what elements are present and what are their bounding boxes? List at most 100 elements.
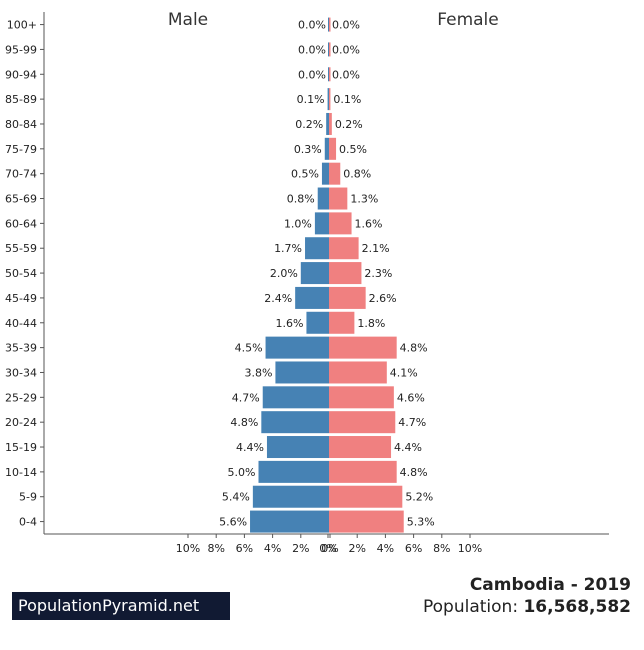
value-label-male: 0.0% xyxy=(298,19,326,32)
brand-logo[interactable]: PopulationPyramid.net xyxy=(12,592,230,620)
value-label-female: 4.4% xyxy=(394,441,422,454)
value-label-male: 0.2% xyxy=(295,118,323,131)
bar-female-25-29 xyxy=(329,386,394,409)
age-group-label: 55-59 xyxy=(5,242,37,255)
value-label-female: 0.8% xyxy=(343,168,371,181)
age-group-label: 60-64 xyxy=(5,217,37,230)
population-value: 16,568,582 xyxy=(523,597,631,617)
series-label-female: Female xyxy=(437,10,498,30)
age-group-label: 25-29 xyxy=(5,391,37,404)
value-label-male: 0.5% xyxy=(291,168,319,181)
age-group-label: 0-4 xyxy=(19,516,37,529)
value-label-male: 0.0% xyxy=(298,43,326,56)
age-group-label: 90-94 xyxy=(5,68,37,81)
bar-male-30-34 xyxy=(275,361,329,384)
bar-male-15-19 xyxy=(266,436,329,459)
bar-male-stub-90-94 xyxy=(328,67,329,82)
value-label-male: 1.7% xyxy=(274,242,302,255)
age-group-label: 70-74 xyxy=(5,168,37,181)
age-group-label: 35-39 xyxy=(5,342,37,355)
x-tick-label: 2% xyxy=(292,542,309,555)
bar-male-45-49 xyxy=(295,286,329,309)
bar-female-75-79 xyxy=(329,137,337,160)
value-label-female: 1.8% xyxy=(357,317,385,330)
bar-male-35-39 xyxy=(265,336,329,359)
population-label: Population: xyxy=(423,597,524,617)
value-label-female: 0.0% xyxy=(332,43,360,56)
bar-female-30-34 xyxy=(329,361,387,384)
bar-male-10-14 xyxy=(258,460,329,483)
bar-male-75-79 xyxy=(324,137,329,160)
value-label-male: 0.1% xyxy=(297,93,325,106)
bar-male-70-74 xyxy=(321,162,329,185)
bar-female-40-44 xyxy=(329,311,355,334)
value-label-female: 0.1% xyxy=(333,93,361,106)
x-tick-label: 0% xyxy=(321,542,338,555)
bar-female-35-39 xyxy=(329,336,397,359)
value-label-male: 0.8% xyxy=(287,193,315,206)
age-group-label: 10-14 xyxy=(5,466,37,479)
bar-male-85-89 xyxy=(327,88,329,111)
bar-female-5-9 xyxy=(329,485,403,508)
value-label-male: 0.3% xyxy=(294,143,322,156)
bar-female-50-54 xyxy=(329,262,362,285)
country-year-title: Cambodia - 2019 xyxy=(469,575,631,595)
age-group-label: 5-9 xyxy=(19,491,37,504)
bar-female-stub-100+ xyxy=(329,17,331,32)
bar-female-10-14 xyxy=(329,460,397,483)
bar-female-stub-90-94 xyxy=(329,67,331,82)
bar-male-50-54 xyxy=(300,262,329,285)
value-label-male: 3.8% xyxy=(244,366,272,379)
x-tick-label: 10% xyxy=(176,542,200,555)
value-label-male: 2.0% xyxy=(270,267,298,280)
value-label-female: 1.6% xyxy=(355,217,383,230)
age-group-label: 20-24 xyxy=(5,416,37,429)
age-group-label: 65-69 xyxy=(5,193,37,206)
bar-male-65-69 xyxy=(317,187,329,210)
bar-female-0-4 xyxy=(329,510,404,533)
bar-male-60-64 xyxy=(314,212,329,235)
x-tick-label: 8% xyxy=(433,542,450,555)
bar-female-60-64 xyxy=(329,212,352,235)
population-summary: Population: 16,568,582 xyxy=(423,597,631,617)
value-label-female: 4.8% xyxy=(400,466,428,479)
value-label-female: 5.2% xyxy=(405,491,433,504)
bar-female-70-74 xyxy=(329,162,341,185)
bar-female-85-89 xyxy=(329,88,331,111)
bar-male-0-4 xyxy=(250,510,329,533)
value-label-female: 1.3% xyxy=(350,193,378,206)
x-tick-label: 6% xyxy=(236,542,253,555)
bar-male-stub-95-99 xyxy=(328,42,329,57)
value-label-male: 1.0% xyxy=(284,217,312,230)
bar-male-20-24 xyxy=(261,411,329,434)
age-group-label: 95-99 xyxy=(5,43,37,56)
value-label-female: 0.0% xyxy=(332,68,360,81)
value-label-male: 5.4% xyxy=(222,491,250,504)
series-label-male: Male xyxy=(168,10,208,30)
value-label-female: 0.5% xyxy=(339,143,367,156)
bar-male-40-44 xyxy=(306,311,329,334)
bar-female-55-59 xyxy=(329,237,359,260)
value-label-male: 4.7% xyxy=(232,391,260,404)
x-tick-label: 6% xyxy=(405,542,422,555)
x-tick-label: 4% xyxy=(264,542,281,555)
bar-female-80-84 xyxy=(329,112,332,135)
value-label-male: 0.0% xyxy=(298,68,326,81)
value-label-male: 4.8% xyxy=(230,416,258,429)
value-label-male: 5.6% xyxy=(219,516,247,529)
bar-male-stub-100+ xyxy=(328,17,329,32)
bar-female-65-69 xyxy=(329,187,348,210)
value-label-female: 2.1% xyxy=(362,242,390,255)
x-tick-label: 2% xyxy=(348,542,365,555)
x-tick-label: 4% xyxy=(377,542,394,555)
value-label-male: 4.5% xyxy=(235,342,263,355)
value-label-female: 0.2% xyxy=(335,118,363,131)
age-group-label: 30-34 xyxy=(5,366,37,379)
value-label-male: 2.4% xyxy=(264,292,292,305)
bar-male-55-59 xyxy=(305,237,329,260)
age-group-label: 80-84 xyxy=(5,118,37,131)
bar-male-25-29 xyxy=(262,386,329,409)
bar-female-20-24 xyxy=(329,411,396,434)
value-label-female: 4.7% xyxy=(398,416,426,429)
x-tick-label: 10% xyxy=(458,542,482,555)
